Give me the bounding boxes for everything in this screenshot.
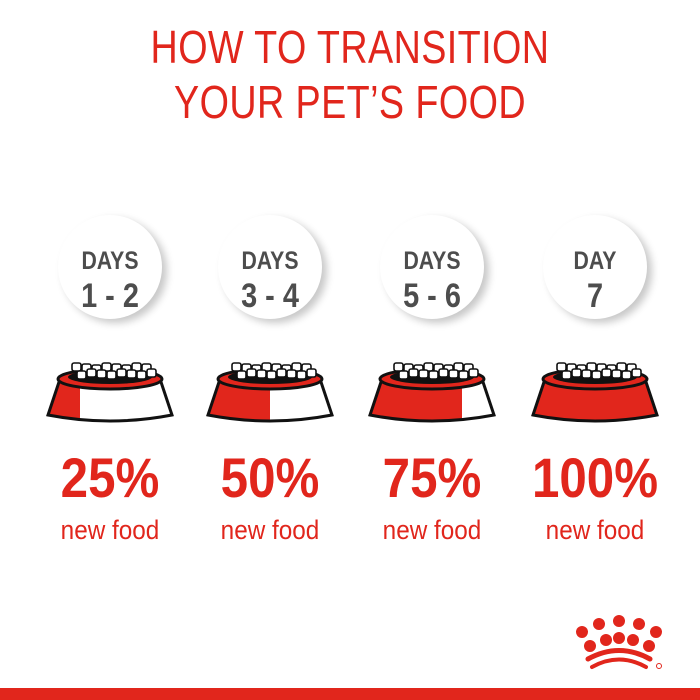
food-bowl-icon: [368, 362, 496, 423]
percent-new-food: 25%: [60, 446, 160, 509]
food-bowl-icon: [46, 362, 174, 423]
days-label: DAY: [573, 247, 617, 275]
days-label: DAYS: [403, 247, 461, 275]
title-line-2: YOUR PET’S FOOD: [174, 76, 526, 128]
new-food-caption: new food: [545, 515, 645, 545]
royal-canin-crown-logo: [576, 615, 662, 669]
title-line-1: HOW TO TRANSITION: [150, 21, 550, 73]
food-bowl-icon: [531, 362, 659, 423]
day-circle: [58, 215, 162, 319]
day-circle: [218, 215, 322, 319]
percent-new-food: 50%: [220, 446, 320, 509]
new-food-caption: new food: [220, 515, 320, 545]
days-label: DAYS: [81, 247, 139, 275]
footer-bar: [0, 688, 700, 700]
food-bowl-icon: [206, 362, 334, 423]
days-range: 7: [586, 277, 604, 315]
day-circle: [380, 215, 484, 319]
new-food-caption: new food: [60, 515, 160, 545]
percent-new-food: 75%: [382, 446, 482, 509]
percent-new-food: 100%: [531, 446, 659, 509]
days-range: 1 - 2: [81, 277, 139, 315]
days-label: DAYS: [241, 247, 299, 275]
day-circle: [543, 215, 647, 319]
days-range: 3 - 4: [241, 277, 299, 315]
new-food-caption: new food: [382, 515, 482, 545]
days-range: 5 - 6: [403, 277, 461, 315]
